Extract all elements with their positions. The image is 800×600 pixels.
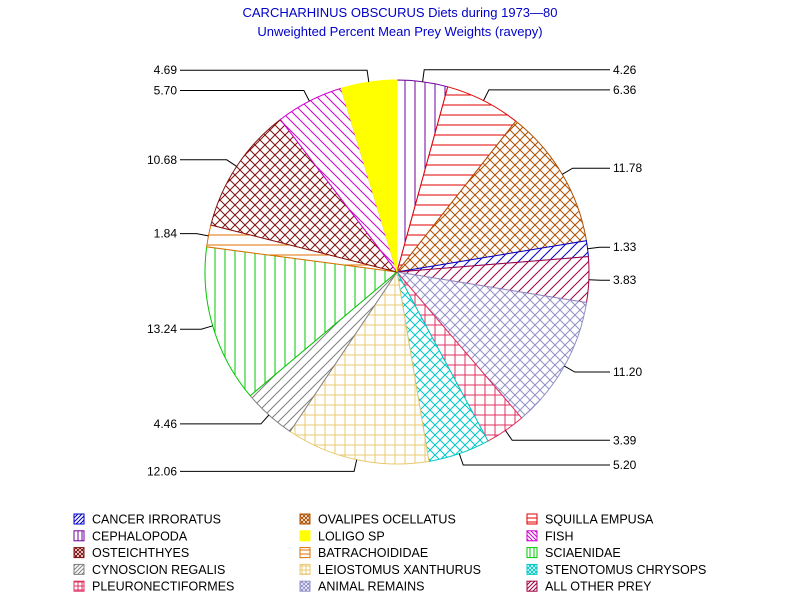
legend-swatch bbox=[526, 547, 538, 559]
legend-swatch bbox=[299, 513, 311, 525]
slice-label-all-other-prey: 3.83 bbox=[613, 273, 637, 287]
legend-swatch bbox=[73, 547, 85, 559]
leader-line-cynoscion-regalis bbox=[180, 414, 270, 425]
leader-line-fish bbox=[180, 90, 310, 102]
legend-label: LEIOSTOMUS XANTHURUS bbox=[318, 563, 481, 577]
legend-item-loligo-sp: LOLIGO SP bbox=[299, 529, 385, 543]
slice-label-leiostomus-xanthurus: 12.06 bbox=[147, 464, 177, 478]
legend-label: CEPHALOPODA bbox=[92, 529, 188, 543]
legend-swatch bbox=[299, 547, 311, 559]
slice-label-cephalopoda: 4.26 bbox=[613, 63, 637, 77]
slice-label-ovalipes-ocellatus: 11.78 bbox=[613, 161, 642, 175]
legend-label: FISH bbox=[545, 529, 573, 543]
legend-item-sciaenidae: SCIAENIDAE bbox=[526, 546, 621, 560]
legend-item-osteichthyes: OSTEICHTHYES bbox=[73, 546, 189, 560]
leader-line-loligo-sp bbox=[180, 69, 370, 83]
slice-label-pleuronectiformes: 3.39 bbox=[613, 433, 637, 447]
legend-swatch bbox=[526, 530, 538, 542]
slice-label-fish: 5.70 bbox=[154, 83, 178, 97]
slice-animal-remains bbox=[395, 271, 588, 419]
legend: CANCER IRRORATUS OVALIPES OCELLATUS SQUILL… bbox=[73, 513, 706, 594]
legend-swatch bbox=[526, 513, 538, 525]
legend-label: SCIAENIDAE bbox=[545, 546, 621, 560]
leader-line-batrachoididae bbox=[180, 233, 209, 237]
legend-label: OVALIPES OCELLATUS bbox=[318, 513, 456, 527]
legend-item-cancer-irroratus: CANCER IRRORATUS bbox=[73, 513, 221, 527]
leader-line-stenotomus-chrysops bbox=[458, 453, 610, 466]
slice-leiostomus-xanthurus bbox=[289, 270, 430, 465]
legend-label: ANIMAL REMAINS bbox=[318, 580, 425, 594]
legend-item-cynoscion-regalis: CYNOSCION REGALIS bbox=[73, 563, 225, 577]
slice-loligo-sp bbox=[340, 79, 398, 273]
legend-label: CYNOSCION REGALIS bbox=[92, 563, 225, 577]
slice-label-stenotomus-chrysops: 5.20 bbox=[613, 458, 637, 472]
slice-label-loligo-sp: 4.69 bbox=[154, 63, 178, 77]
legend-label: PLEURONECTIFORMES bbox=[92, 580, 234, 594]
legend-item-pleuronectiformes: PLEURONECTIFORMES bbox=[73, 580, 234, 594]
legend-item-ovalipes-ocellatus: OVALIPES OCELLATUS bbox=[299, 513, 456, 527]
legend-swatch bbox=[299, 563, 311, 575]
leader-line-cancer-irroratus bbox=[587, 246, 610, 250]
legend-swatch bbox=[73, 513, 85, 525]
slice-ovalipes-ocellatus bbox=[395, 120, 588, 273]
legend-item-squilla-empusa: SQUILLA EMPUSA bbox=[526, 513, 654, 527]
leader-line-pleuronectiformes bbox=[504, 430, 610, 441]
leader-line-ovalipes-ocellatus bbox=[562, 167, 610, 175]
slice-label-squilla-empusa: 6.36 bbox=[613, 83, 637, 97]
leader-line-animal-remains bbox=[564, 365, 610, 373]
legend-swatch bbox=[526, 580, 538, 592]
legend-item-stenotomus-chrysops: STENOTOMUS CHRYSOPS bbox=[526, 563, 706, 577]
leader-line-leiostomus-xanthurus bbox=[180, 459, 358, 472]
legend-label: CANCER IRRORATUS bbox=[92, 513, 221, 527]
leader-line-squilla-empusa bbox=[483, 89, 610, 101]
legend-label: SQUILLA EMPUSA bbox=[545, 513, 654, 527]
legend-label: BATRACHOIDIDAE bbox=[318, 546, 428, 560]
legend-item-cephalopoda: CEPHALOPODA bbox=[73, 529, 188, 543]
legend-swatch bbox=[299, 530, 311, 542]
legend-swatch bbox=[299, 580, 311, 592]
legend-label: OSTEICHTHYES bbox=[92, 546, 189, 560]
legend-item-batrachoididae: BATRACHOIDIDAE bbox=[299, 546, 428, 560]
legend-swatch bbox=[526, 563, 538, 575]
leader-line-all-other-prey bbox=[588, 279, 610, 281]
slice-label-sciaenidae: 13.24 bbox=[147, 322, 177, 336]
slice-label-animal-remains: 11.20 bbox=[613, 365, 642, 379]
legend-item-animal-remains: ANIMAL REMAINS bbox=[299, 580, 425, 594]
legend-swatch bbox=[73, 563, 85, 575]
slice-label-batrachoididae: 1.84 bbox=[154, 227, 178, 241]
chart-subtitle: Unweighted Percent Mean Prey Weights (ra… bbox=[257, 24, 542, 39]
legend-label: LOLIGO SP bbox=[318, 529, 385, 543]
legend-label: STENOTOMUS CHRYSOPS bbox=[545, 563, 706, 577]
chart-title: CARCHARHINUS OBSCURUS Diets during 1973—… bbox=[243, 5, 558, 20]
leader-line-osteichthyes bbox=[180, 159, 237, 167]
slice-label-cancer-irroratus: 1.33 bbox=[613, 240, 637, 254]
legend-swatch bbox=[73, 530, 85, 542]
legend-item-fish: FISH bbox=[526, 529, 573, 543]
leader-line-cephalopoda bbox=[422, 69, 610, 82]
legend-item-all-other-prey: ALL OTHER PREY bbox=[526, 580, 652, 594]
slice-label-osteichthyes: 10.68 bbox=[147, 153, 177, 167]
legend-item-leiostomus-xanthurus: LEIOSTOMUS XANTHURUS bbox=[299, 563, 481, 577]
pie-slices bbox=[204, 79, 590, 465]
slice-label-cynoscion-regalis: 4.46 bbox=[154, 417, 178, 431]
legend-swatch bbox=[73, 580, 85, 592]
legend-label: ALL OTHER PREY bbox=[545, 580, 652, 594]
pie-labels: 4.26 6.36 11.78 1.33 3.83 11.20 3.39 5.20 12.06 4… bbox=[147, 63, 642, 479]
leader-line-sciaenidae bbox=[180, 325, 213, 330]
